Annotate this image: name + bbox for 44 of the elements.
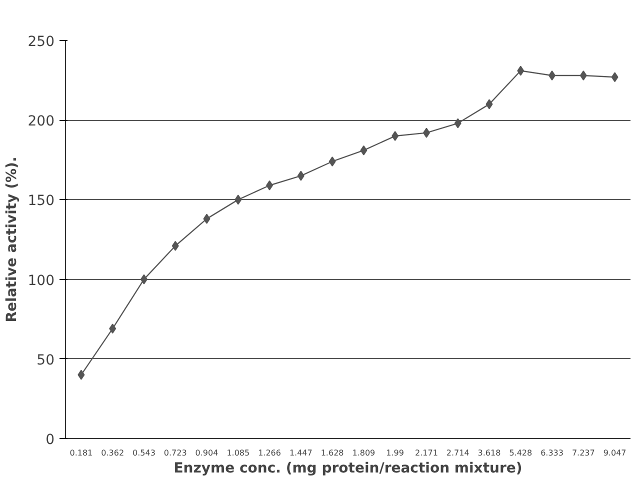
y-tick-label: 50	[36, 352, 55, 368]
x-tick-label: 1.085	[226, 448, 250, 458]
point	[172, 240, 179, 251]
x-tick-label: 5.428	[509, 448, 532, 458]
y-tick-label: 150	[28, 193, 55, 210]
y-axis-title: Relative activity (%).	[4, 156, 20, 322]
point	[611, 72, 618, 82]
x-tick-label: 3.618	[478, 448, 501, 458]
point	[203, 214, 210, 224]
point	[78, 370, 85, 380]
x-tick-label: 1.266	[258, 448, 281, 458]
x-axis-title: Enzyme conc. (mg protein/reaction mixture)	[174, 460, 522, 476]
point	[392, 131, 399, 142]
point	[328, 156, 336, 166]
x-tick-label: 6.333	[540, 448, 564, 458]
point	[234, 194, 242, 205]
point	[454, 118, 462, 128]
x-tick-label: 1.99	[386, 448, 404, 458]
x-tick-label: 2.714	[446, 448, 470, 458]
x-tick-label: 0.181	[70, 448, 93, 458]
y-tick-label: 100	[28, 272, 55, 289]
point	[548, 70, 556, 81]
x-tick-label: 9.047	[603, 448, 626, 458]
x-tick-label: 0.543	[132, 448, 156, 458]
x-tick-label: 2.171	[415, 448, 438, 458]
x-tick-label: 0.362	[101, 448, 124, 458]
y-tick-label: 0	[46, 432, 55, 448]
y-tick-label: 200	[28, 114, 55, 130]
point	[266, 180, 274, 190]
point	[422, 128, 430, 138]
y-tick-label: 250	[28, 34, 55, 50]
point	[486, 99, 493, 110]
point	[109, 324, 116, 334]
x-tick-label: 1.809	[352, 448, 376, 458]
x-tick-label: 1.628	[320, 448, 344, 458]
point	[140, 274, 148, 284]
x-tick-label: 7.237	[572, 448, 595, 458]
point	[360, 145, 368, 156]
point	[297, 170, 304, 181]
x-tick-label: 0.723	[164, 448, 187, 458]
x-tick-label: 1.447	[289, 448, 312, 458]
x-tick-label: 0.904	[195, 448, 218, 458]
point	[580, 70, 587, 81]
point	[517, 66, 524, 76]
